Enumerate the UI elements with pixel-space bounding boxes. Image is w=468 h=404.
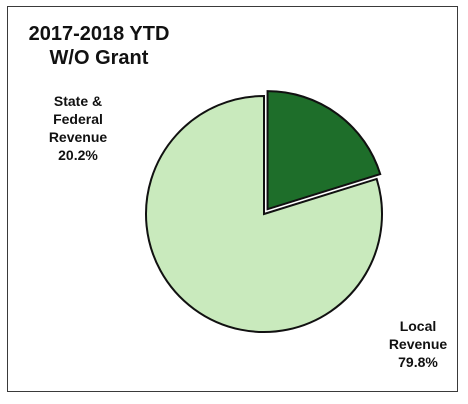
state-federal-label-line-2: Federal xyxy=(53,111,103,127)
chart-frame xyxy=(7,6,458,392)
pie-slice-local xyxy=(145,94,383,333)
chart-title-line-1: 2017-2018 YTD xyxy=(29,23,170,45)
local-label: Local Revenue 79.8% xyxy=(389,318,448,370)
state-federal-label-line-1: State & xyxy=(54,93,102,109)
local-label-line-2: Revenue xyxy=(389,336,448,352)
chart-title-line-2: W/O Grant xyxy=(50,47,149,69)
state-federal-label: State & Federal Revenue 20.2% xyxy=(49,93,108,163)
state-federal-label-line-3: Revenue xyxy=(49,129,108,145)
pie-slices xyxy=(145,90,383,333)
state-federal-percent: 20.2% xyxy=(58,147,98,163)
local-label-line-1: Local xyxy=(400,318,437,334)
pie-slice-state-federal xyxy=(266,90,382,211)
local-percent: 79.8% xyxy=(398,354,438,370)
chart-title: 2017-2018 YTD W/O Grant xyxy=(29,23,170,69)
